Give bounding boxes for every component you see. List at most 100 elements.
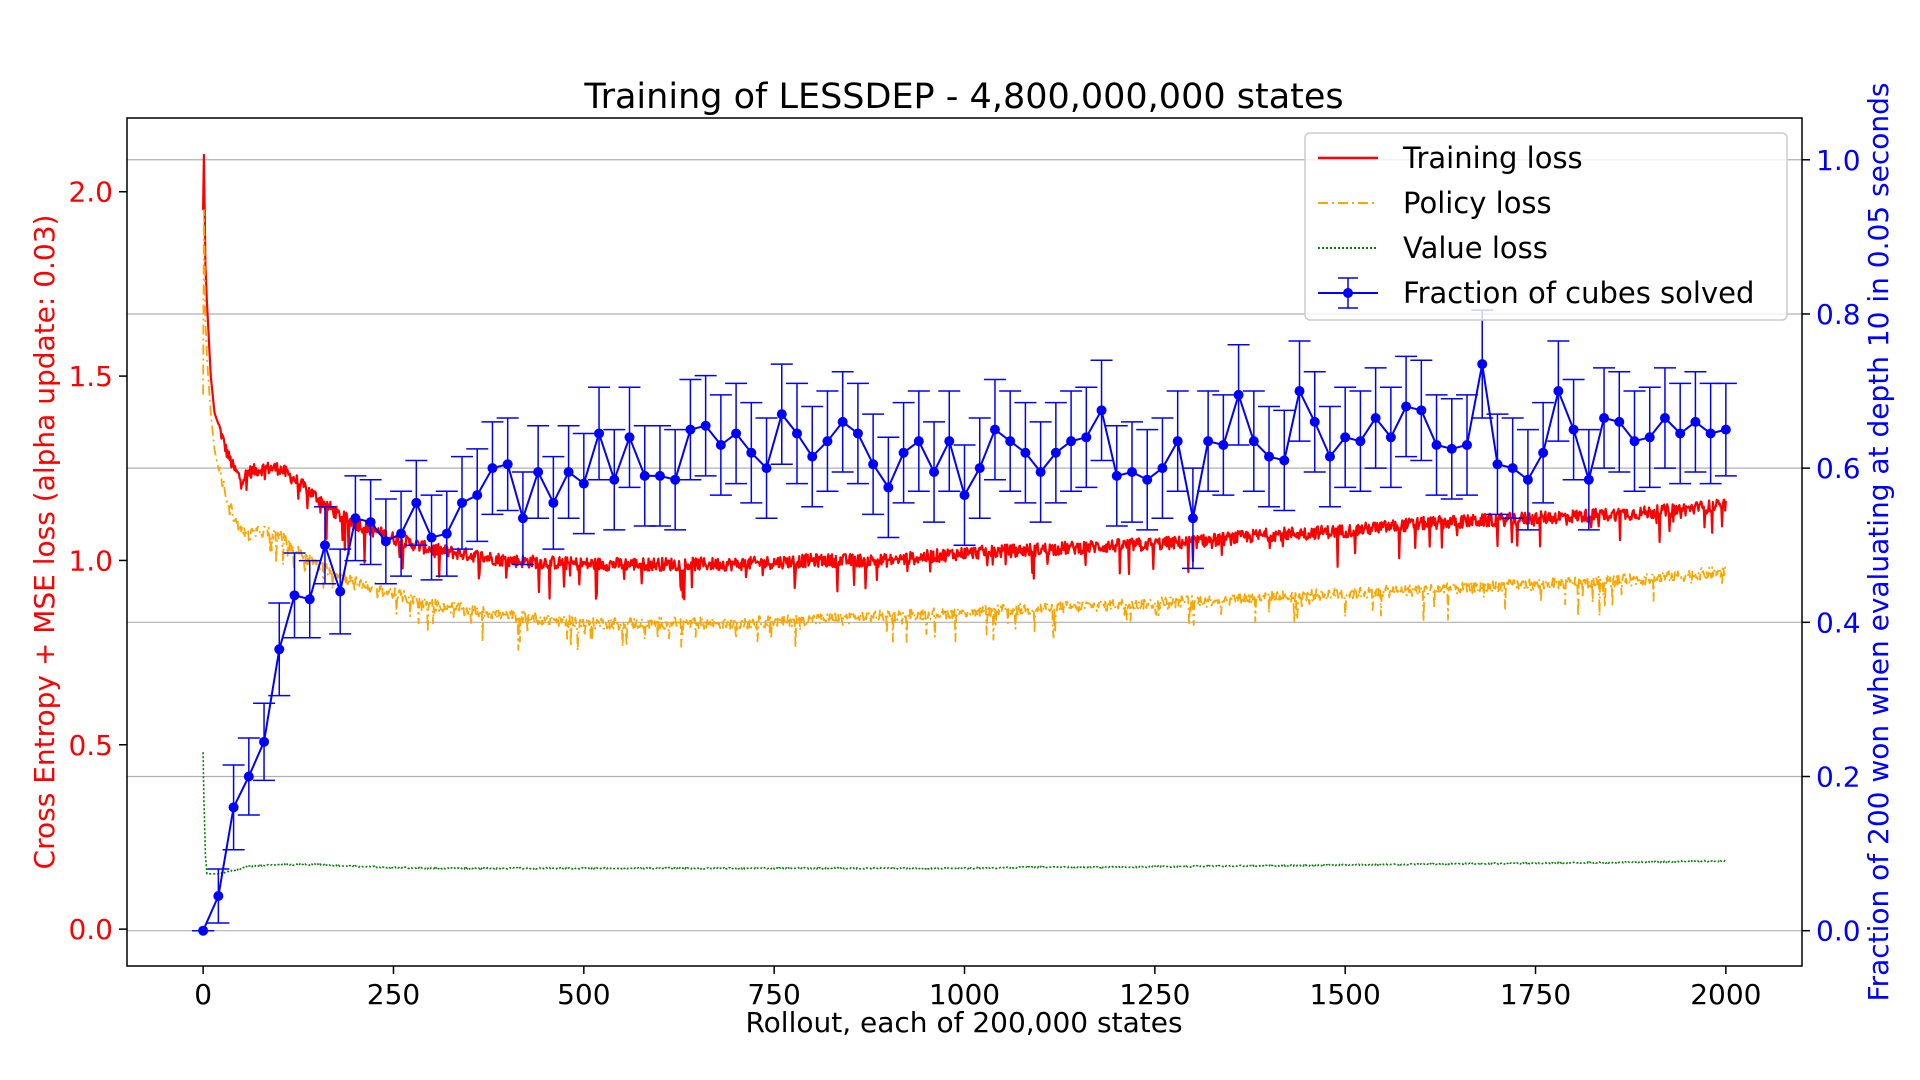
chart-title: Training of LESSDEP - 4,800,000,000 stat… — [583, 77, 1343, 117]
solved-point — [222, 764, 245, 851]
left-y-axis-ticks: 0.0 0.5 1.0 1.5 2.0 — [68, 176, 127, 946]
solved-point — [1197, 390, 1220, 493]
solved-point — [892, 401, 915, 504]
solved-point — [192, 925, 215, 936]
solved-point — [1364, 367, 1387, 469]
solved-point — [1379, 386, 1402, 489]
solved-point — [1258, 405, 1281, 508]
solved-point — [1349, 390, 1372, 493]
solved-point — [1227, 344, 1250, 446]
legend-box — [1304, 132, 1788, 321]
solved-point — [1303, 371, 1326, 473]
solved-point — [1242, 390, 1265, 493]
plot-area — [192, 153, 1737, 936]
solved-point — [816, 390, 839, 493]
left-y-tick-label: 2.0 — [68, 176, 113, 209]
solved-point — [1577, 428, 1600, 531]
x-tick-label: 2000 — [1690, 978, 1761, 1011]
solved-point — [618, 386, 641, 489]
x-axis-label: Rollout, each of 200,000 states — [745, 1006, 1182, 1039]
solved-point — [557, 424, 580, 520]
solved-point — [679, 378, 702, 481]
solved-point — [1044, 401, 1067, 504]
left-y-tick-label: 0.5 — [68, 729, 113, 762]
solved-point — [709, 394, 732, 496]
solved-point — [1638, 386, 1661, 489]
solved-point — [1440, 398, 1463, 500]
solved-point — [740, 401, 763, 504]
solved-point — [953, 444, 976, 546]
solved-point — [938, 390, 961, 493]
left-y-tick-label: 1.0 — [68, 544, 113, 577]
solved-point — [725, 382, 748, 485]
solved-point — [511, 471, 534, 566]
solved-point — [1684, 371, 1707, 473]
x-tick-label: 250 — [367, 978, 420, 1011]
solved-point — [572, 432, 595, 535]
left-y-tick-label: 0.0 — [68, 913, 113, 946]
solved-point — [1532, 401, 1555, 504]
solved-point — [770, 363, 793, 466]
legend-swatch-fraction-solved — [1318, 277, 1378, 309]
solved-point — [1151, 417, 1174, 520]
solved-point — [1166, 390, 1189, 493]
x-tick-label: 1000 — [929, 978, 1000, 1011]
solved-point — [1288, 340, 1311, 442]
solved-point — [1212, 394, 1235, 496]
solved-point — [1181, 467, 1204, 570]
solved-point — [1395, 355, 1418, 458]
solved-point — [359, 478, 382, 566]
x-axis-ticks: 0 250 500 750 1000 1250 1500 1750 2000 — [194, 966, 1761, 1011]
solved-point — [237, 737, 260, 816]
solved-point — [542, 455, 565, 550]
solved-point — [1090, 359, 1113, 462]
solved-point — [1501, 417, 1524, 520]
right-y-tick-label: 1.0 — [1816, 144, 1861, 177]
solved-point — [329, 548, 352, 635]
solved-point — [283, 552, 306, 639]
solved-point — [968, 417, 991, 520]
solved-point — [466, 448, 489, 543]
loss-line-training-loss — [202, 153, 1727, 601]
solved-point — [1593, 367, 1616, 469]
solved-point — [983, 378, 1006, 481]
solved-point — [420, 494, 443, 581]
solved-point — [907, 390, 930, 493]
solved-point — [268, 602, 291, 697]
right-y-axis-label: Fraction of 200 won when evaluating at d… — [1862, 83, 1895, 1002]
x-tick-label: 0 — [194, 978, 212, 1011]
solved-point — [1486, 413, 1509, 516]
right-y-tick-label: 0.2 — [1816, 761, 1861, 794]
left-y-tick-label: 1.5 — [68, 360, 113, 393]
x-tick-label: 750 — [747, 978, 800, 1011]
solved-point — [801, 405, 824, 508]
solved-point — [648, 424, 671, 527]
solved-point — [1318, 405, 1341, 508]
solved-point — [481, 421, 504, 516]
solved-point — [1334, 386, 1357, 489]
solved-point — [846, 382, 869, 485]
solved-point — [1714, 382, 1737, 477]
solved-point — [1273, 409, 1296, 512]
legend-label-training-loss: Training loss — [1402, 141, 1583, 175]
solved-point — [1608, 371, 1631, 473]
solved-point — [664, 428, 687, 531]
solved-point — [862, 413, 885, 516]
solved-point — [877, 436, 900, 539]
solved-point — [496, 417, 519, 512]
solved-point — [1075, 386, 1098, 489]
legend: Training loss Policy loss Value loss Fra… — [1304, 132, 1788, 321]
solved-point — [999, 390, 1022, 493]
solved-point — [923, 421, 946, 523]
solved-point — [588, 386, 611, 481]
right-y-tick-label: 0.4 — [1816, 606, 1861, 639]
solved-point — [313, 505, 336, 585]
solved-point — [374, 498, 397, 585]
solved-point — [1410, 359, 1433, 462]
solved-point — [603, 428, 626, 531]
solved-point — [1456, 394, 1478, 496]
solved-point — [298, 559, 321, 639]
solved-point — [344, 475, 367, 562]
solved-point — [1136, 428, 1159, 531]
